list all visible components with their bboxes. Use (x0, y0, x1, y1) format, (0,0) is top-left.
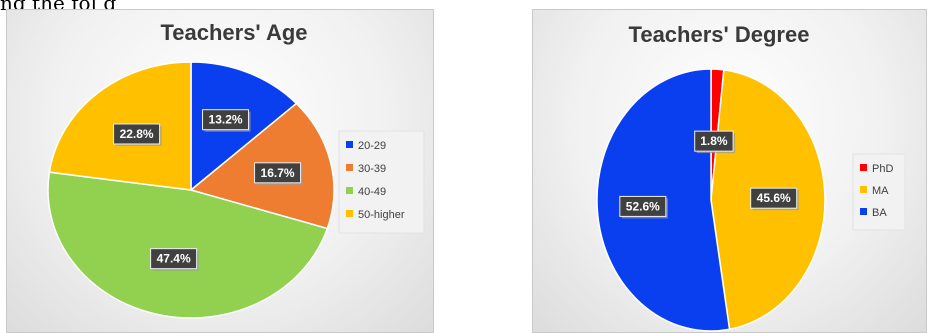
svg-text:1.8%: 1.8% (700, 134, 728, 148)
svg-text:BA: BA (872, 207, 887, 219)
data-label-30-39: 16.7% (254, 162, 303, 185)
legend-item-50-higher: 50-higher (346, 209, 405, 221)
svg-text:20-29: 20-29 (358, 140, 386, 152)
svg-text:52.6%: 52.6% (626, 199, 660, 213)
degree-chart-panel: Teachers' Degree 1.8% 45.6% 52.6% PhD MA BA (532, 9, 927, 333)
data-label-40-49: 47.4% (150, 248, 199, 271)
legend-item-ma: MA (860, 185, 889, 197)
legend-item-40-49: 40-49 (346, 186, 386, 198)
pie-data-labels: 13.2% 16.7% 47.4% 22.8% (113, 109, 303, 271)
pie-slice-40-49 (47, 171, 329, 319)
legend-item-ba: BA (860, 207, 887, 219)
legend-item-30-39: 30-39 (346, 163, 386, 175)
svg-text:PhD: PhD (872, 163, 893, 175)
svg-text:22.8%: 22.8% (120, 127, 154, 141)
legend-item-phd: PhD (860, 163, 893, 175)
svg-text:40-49: 40-49 (358, 186, 386, 198)
svg-text:30-39: 30-39 (358, 163, 386, 175)
svg-text:45.6%: 45.6% (757, 191, 791, 205)
chart-title: Teachers' Degree (629, 22, 810, 47)
svg-text:MA: MA (872, 185, 889, 197)
pie-slices (47, 61, 335, 319)
age-chart-panel: Teachers' Age 13.2% 16.7% 47.4% 22.8% 20-29 30… (6, 9, 434, 333)
chart-title: Teachers' Age (160, 20, 307, 45)
data-label-20-29: 13.2% (202, 109, 251, 132)
svg-text:50-higher: 50-higher (358, 209, 405, 221)
svg-text:16.7%: 16.7% (261, 166, 295, 180)
svg-text:13.2%: 13.2% (209, 113, 243, 127)
legend-item-20-29: 20-29 (346, 140, 386, 152)
data-label-phd: 1.8% (694, 130, 736, 154)
chart-legend: 20-29 30-39 40-49 50-higher (338, 130, 425, 234)
degree-pie-chart: Teachers' Degree 1.8% 45.6% 52.6% PhD MA BA (596, 22, 906, 332)
age-pie-chart: Teachers' Age 13.2% 16.7% 47.4% 22.8% 20-29 30… (47, 20, 425, 319)
chart-legend: PhD MA BA (852, 153, 906, 231)
data-label-ma: 45.6% (750, 187, 799, 211)
data-label-50-higher: 22.8% (113, 123, 162, 146)
data-label-ba: 52.6% (619, 195, 668, 219)
svg-text:47.4%: 47.4% (157, 252, 191, 266)
pie-data-labels: 1.8% 45.6% 52.6% (619, 130, 799, 219)
